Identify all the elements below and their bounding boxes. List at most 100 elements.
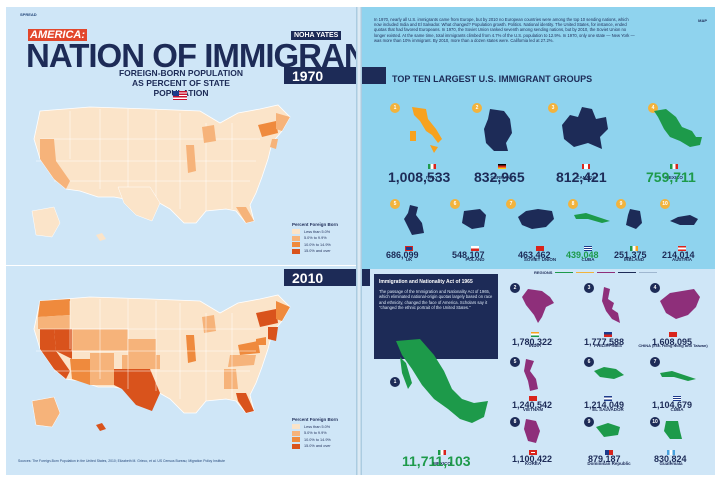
year-label-1970: 1970 (292, 68, 324, 84)
mexico-flag-icon (438, 450, 446, 455)
group-value: 439,048 (566, 250, 599, 260)
rank-badge: 9 (616, 199, 626, 209)
state-oklahoma-2010 (122, 355, 160, 369)
group-value: 1,100,422 (512, 454, 553, 464)
legend-swatch (292, 430, 300, 436)
group-value: 463,462 (518, 250, 551, 260)
group-1970-poland: POLAND (450, 239, 500, 262)
rank-badge: 2 (472, 103, 482, 113)
hawaii-2010 (96, 423, 106, 431)
group-2010-vietnam: VIETNAM (508, 389, 558, 412)
group-value: 1,240,542 (512, 400, 553, 410)
immigration-act-box: Immigration and Nationality Act of 1965 … (374, 274, 498, 359)
group-name: Dominican Republic (587, 461, 631, 466)
running-head-right: MAP (698, 18, 707, 23)
legend-label: 15.0% and over (304, 444, 331, 448)
group-1970-germany: GERMANY (472, 157, 532, 180)
state-michigan-1970 (202, 125, 216, 143)
alaska-2010 (31, 396, 61, 428)
group-2010-dominican-republic: Dominican Republic (574, 443, 644, 466)
state-new-york-1970 (258, 121, 278, 137)
group-1970-uk: UK (384, 239, 434, 262)
group-name: UK (405, 257, 413, 262)
left-page: SPREAD AMERICA: NOHA YATES NATION OF IMM… (6, 7, 356, 475)
group-2010-korea: KOREA (508, 443, 558, 466)
state-new-england-2010 (276, 301, 290, 321)
legend-title-1970: Percent Foreign Born (292, 222, 339, 227)
group-name: AUSTRIA (672, 257, 692, 262)
group-name: KOREA (524, 461, 542, 466)
group-value: 812,421 (556, 169, 607, 185)
page-fold (356, 7, 362, 475)
legend-swatch (292, 235, 300, 241)
group-name: PHILIPPINES (593, 343, 622, 348)
legend-swatch (292, 437, 300, 442)
legend-label: 5.0% to 9.9% (304, 236, 327, 240)
group-name: CANADA (576, 175, 596, 180)
top-ten-title: TOP TEN LARGEST U.S. IMMIGRANT GROUPS (392, 74, 593, 84)
legend-item: Less than 5.0% (292, 424, 356, 429)
rank-badge: 5 (390, 199, 400, 209)
group-value: 759,711 (646, 169, 696, 185)
philippines-shape-icon (602, 287, 620, 323)
legend-swatch (292, 248, 300, 254)
state-michigan-2010 (202, 315, 216, 333)
group-1970-soviet-union: SOVIET UNION (510, 239, 570, 262)
state-texas-1970 (117, 186, 161, 222)
poland-shape-icon (462, 209, 486, 229)
austria-shape-icon (670, 215, 698, 225)
india-shape-icon (522, 289, 554, 323)
group-name: VIETNAM (522, 407, 544, 412)
alaska-1970 (31, 206, 61, 238)
group-value: 11,711,103 (402, 453, 471, 469)
cuba-shape-icon-1970 (574, 213, 610, 223)
legend-swatch (292, 242, 300, 247)
legend-item: 10.0% to 14.9% (292, 437, 356, 442)
rank-badge: 2 (510, 283, 520, 293)
state-florida-2010 (236, 393, 254, 413)
group-name: GERMANY (490, 175, 514, 180)
regions-legend: REGIONS (534, 270, 704, 275)
state-california-2010 (40, 329, 70, 379)
mexico-shape-icon-1970 (654, 109, 702, 147)
state-illinois-1970 (186, 145, 196, 173)
legend-item: Less than 5.0% (292, 229, 356, 234)
mexico-flag-icon (670, 164, 678, 169)
group-1970-mexico: MEXICO (644, 157, 704, 180)
cuba-shape-icon-2010 (660, 371, 696, 381)
us-map-2010 (31, 294, 291, 431)
legend-swatch (292, 229, 300, 234)
year-label-2010: 2010 (292, 270, 324, 286)
group-2010-china: CHINA (exc. Hong Kong and Taiwan) (632, 325, 714, 348)
year-bar-1970-continuation (362, 67, 386, 84)
intro-text: In 1970, nearly all U.S. immigrants came… (374, 17, 635, 43)
group-name: CUBA (581, 257, 595, 262)
germany-flag-icon (498, 164, 506, 169)
legend-title-2010: Percent Foreign Born (292, 417, 339, 422)
group-1970-canada: CANADA (556, 157, 616, 180)
legend-label: 15.0% and over (304, 249, 331, 253)
guatemala-flag-icon (667, 450, 675, 455)
legend-label: Less than 5.0% (304, 229, 331, 234)
sources-note: Sources: The Foreign-Born Population in … (18, 459, 226, 463)
uk-shape-icon (404, 205, 424, 235)
legend-item: 5.0% to 9.9% (292, 235, 356, 241)
state-maryland-2010 (256, 337, 266, 345)
group-name: POLAND (465, 257, 485, 262)
group-2010-philippines: PHILIPPINES (578, 325, 638, 348)
korea-flag-icon (529, 450, 537, 455)
rank-badge: 3 (584, 283, 594, 293)
rank-badge: 10 (660, 199, 670, 209)
state-borders-2010 (36, 299, 260, 401)
state-new-jersey-2010 (268, 327, 278, 341)
group-value: 1,104,679 (652, 400, 693, 410)
state-florida-1970 (236, 207, 254, 223)
state-new-jersey-1970 (270, 139, 278, 149)
rank-badge: 6 (584, 357, 594, 367)
group-1970-italy: ITALY (402, 157, 462, 180)
rank-badge: 6 (450, 199, 460, 209)
group-2010-mexico: MEXICO (422, 443, 462, 466)
section-divider (6, 265, 356, 266)
legend-label: 10.0% to 14.9% (304, 437, 331, 442)
state-kansas-2010 (128, 339, 156, 355)
